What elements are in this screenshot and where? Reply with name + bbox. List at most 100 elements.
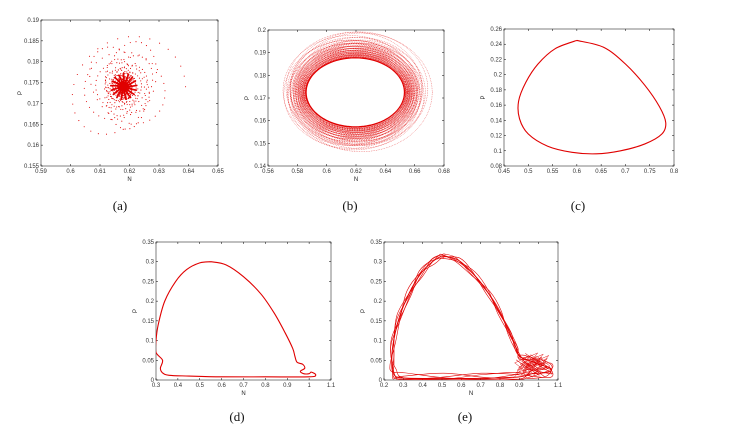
trajectory-point — [137, 91, 139, 93]
panel-d: 0.3 0.4 0.5 0.6 0.7 0.8 0.9 1 1.1 0 0.05 0.1 0.15 0.2… — [133, 240, 336, 424]
trajectory-point — [141, 78, 143, 80]
trajectory-point — [111, 104, 113, 106]
trajectory-point — [145, 88, 147, 90]
trajectory-loop — [300, 47, 417, 137]
x-tick-label: 0.75 — [644, 169, 656, 175]
y-tick-label: 0.175 — [24, 81, 40, 87]
y-tick-label: 0.18 — [27, 60, 39, 66]
trajectory-point — [149, 38, 151, 40]
trajectory-point — [139, 92, 141, 94]
trajectory-point — [145, 75, 147, 77]
trajectory-point — [118, 101, 121, 103]
x-tick-label: 1 — [537, 383, 541, 389]
x-tick-label: 0.5 — [524, 169, 533, 175]
trajectory-point — [125, 68, 127, 70]
trajectory-point — [115, 99, 117, 102]
trajectory-point — [106, 87, 108, 89]
trajectory-point — [130, 79, 133, 81]
y-tick-label: 0.1 — [494, 149, 503, 155]
trajectory-point — [118, 106, 120, 108]
trajectory-point — [113, 113, 115, 115]
x-axis-label: N — [241, 391, 245, 397]
trajectory-point — [133, 100, 135, 102]
trajectory-point — [72, 103, 74, 105]
y-tick-label: 0.165 — [24, 122, 40, 128]
trajectory-point — [109, 78, 111, 80]
x-axis-label: N — [354, 177, 358, 183]
x-tick-label: 0.45 — [498, 169, 510, 175]
trajectory-point — [107, 102, 109, 104]
trajectory-point — [138, 70, 140, 72]
trajectory-point — [146, 79, 148, 81]
panel-caption: (e) — [458, 409, 472, 424]
panel-caption: (d) — [229, 409, 244, 424]
trajectory-point — [105, 86, 107, 88]
trajectory-point — [114, 132, 116, 134]
trajectory-point — [114, 75, 116, 77]
trajectory-point — [152, 79, 154, 81]
trajectory-point — [82, 64, 84, 66]
trajectory-point — [111, 78, 113, 80]
trajectory-point — [109, 82, 111, 84]
trajectory-point — [124, 75, 126, 78]
trajectory-point — [129, 75, 131, 77]
trajectory-loop — [290, 46, 413, 142]
y-tick-label: 0.15 — [142, 319, 154, 325]
trajectory-point — [112, 46, 114, 48]
x-tick-label: 0.3 — [399, 383, 408, 389]
trajectory-point — [119, 67, 121, 69]
trajectory-point — [132, 99, 134, 101]
trajectory-point — [126, 71, 128, 73]
trajectory-point — [110, 95, 112, 98]
trajectory-point — [109, 72, 111, 74]
trajectory-point — [115, 67, 117, 69]
trajectory-point — [174, 56, 176, 58]
trajectory-point — [107, 84, 109, 86]
trajectory-point — [140, 80, 142, 82]
x-tick-label: 0.64 — [183, 169, 195, 175]
trajectory-point — [119, 127, 122, 129]
trajectory-point — [116, 74, 118, 77]
trajectory-point — [150, 49, 152, 51]
x-tick-label: 0.6 — [322, 169, 331, 175]
y-axis-label: P — [133, 309, 139, 313]
trajectory-loop — [293, 37, 424, 142]
trajectory-point-core — [110, 84, 112, 87]
trajectory-point — [123, 116, 125, 119]
trajectory-loop — [303, 55, 406, 129]
trajectory-point — [149, 100, 151, 102]
trajectory-point — [130, 93, 132, 95]
trajectory-point — [133, 126, 135, 128]
trajectory-point — [108, 112, 110, 115]
trajectory-point — [137, 55, 139, 57]
trajectory-point — [145, 58, 147, 60]
trajectory-point — [141, 104, 143, 106]
trajectory-point — [117, 91, 119, 93]
trajectory-point — [143, 76, 145, 78]
y-tick-label: 0.18 — [254, 73, 266, 79]
trajectory-point — [121, 105, 123, 107]
y-tick-label: 0.08 — [490, 164, 502, 170]
y-tick-label: 0.19 — [27, 18, 39, 24]
y-tick-label: 0.185 — [24, 39, 40, 45]
trajectory-point — [140, 72, 142, 74]
trajectory-point — [125, 101, 127, 103]
trajectory-point — [123, 51, 125, 53]
x-tick-label: 0.3 — [152, 383, 161, 389]
y-tick-label: 0.1 — [374, 339, 383, 345]
trajectory-point — [106, 66, 108, 69]
trajectory-point — [129, 128, 131, 130]
trajectory-loop — [293, 42, 425, 149]
x-tick-label: 0.5 — [196, 383, 205, 389]
trajectory-point — [150, 86, 153, 88]
trajectory-point — [110, 62, 112, 64]
trajectory-point — [131, 111, 133, 114]
x-tick-label: 0.6 — [217, 383, 226, 389]
trajectory-point — [96, 94, 99, 96]
trajectory-point — [104, 83, 106, 85]
panel-caption: (a) — [113, 198, 127, 213]
trajectory-point — [138, 101, 140, 103]
trajectory-point — [144, 108, 146, 111]
y-tick-label: 0.15 — [370, 319, 382, 325]
trajectory-point — [129, 42, 131, 44]
